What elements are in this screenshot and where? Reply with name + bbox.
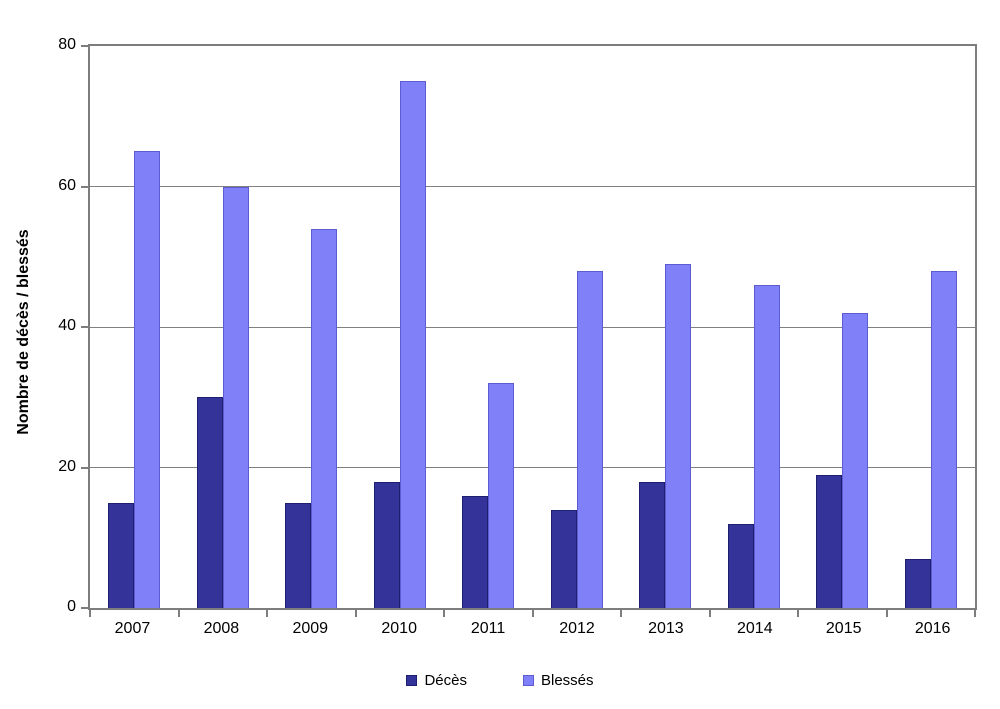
gridline bbox=[90, 326, 975, 328]
bar-deces-2015 bbox=[816, 474, 843, 608]
x-axis-tick-label: 2011 bbox=[470, 620, 506, 637]
bars-container bbox=[90, 46, 975, 608]
x-axis-tick-mark bbox=[708, 610, 711, 617]
bar-deces-2008 bbox=[196, 397, 223, 608]
y-axis-tick-mark bbox=[81, 45, 88, 47]
bar-deces-2014 bbox=[727, 523, 754, 608]
x-axis-tick-label: 2012 bbox=[559, 620, 595, 637]
bar-blesses-2007 bbox=[134, 151, 161, 608]
bar-blesses-2009 bbox=[311, 228, 338, 608]
bar-deces-2016 bbox=[904, 558, 931, 608]
x-axis-tick-mark bbox=[266, 610, 268, 617]
y-axis-tick-mark bbox=[81, 185, 88, 188]
x-axis-tick-label: 2016 bbox=[914, 620, 951, 637]
bar-blesses-2011 bbox=[488, 383, 515, 608]
x-axis-tick-mark bbox=[443, 610, 445, 617]
x-axis-tick-mark bbox=[620, 610, 622, 617]
x-axis-tick-mark bbox=[177, 610, 180, 617]
bar-blesses-2014 bbox=[753, 284, 780, 608]
legend-item-blesses: Blessés bbox=[523, 672, 594, 689]
y-axis-tick-mark bbox=[81, 607, 88, 609]
bar-deces-2007 bbox=[108, 502, 135, 608]
x-axis-tick-label: 2013 bbox=[648, 620, 684, 637]
category-group-2007 bbox=[90, 46, 179, 608]
y-axis-tick-label: 60 bbox=[58, 176, 76, 194]
bar-blesses-2010 bbox=[399, 81, 426, 608]
x-axis-tick-mark bbox=[89, 610, 91, 617]
category-group-2012 bbox=[533, 46, 622, 608]
category-group-2011 bbox=[444, 46, 533, 608]
category-group-2015 bbox=[798, 46, 887, 608]
category-group-2013 bbox=[621, 46, 710, 608]
legend-swatch-icon bbox=[406, 675, 418, 686]
x-axis-labels: 2007 2008 2009 2010 2011 2012 2013 2014 2015 2016 bbox=[88, 620, 977, 638]
x-axis-tick-label: 2008 bbox=[203, 620, 240, 637]
category-group-2010 bbox=[356, 46, 445, 608]
bar-deces-2010 bbox=[373, 481, 400, 608]
bar-blesses-2015 bbox=[842, 312, 869, 608]
x-axis-tick-mark bbox=[531, 610, 534, 617]
x-axis-tick-mark bbox=[885, 610, 888, 617]
bar-blesses-2008 bbox=[222, 186, 249, 608]
category-group-2016 bbox=[887, 46, 976, 608]
y-axis-tick-mark bbox=[81, 466, 88, 469]
x-axis-tick-label: 2015 bbox=[825, 620, 862, 637]
gridline bbox=[90, 186, 975, 187]
category-group-2008 bbox=[179, 46, 268, 608]
x-axis-tick-mark bbox=[974, 610, 976, 617]
bar-deces-2009 bbox=[285, 502, 312, 608]
x-axis-tick-label: 2009 bbox=[292, 620, 329, 637]
x-axis-tick-label: 2014 bbox=[737, 620, 773, 637]
bar-deces-2013 bbox=[639, 481, 666, 608]
bar-blesses-2013 bbox=[665, 263, 692, 608]
legend-label: Blessés bbox=[541, 672, 594, 689]
bar-deces-2011 bbox=[462, 495, 489, 608]
category-group-2009 bbox=[267, 46, 356, 608]
legend: Décès Blessés bbox=[0, 672, 1000, 689]
legend-swatch-icon bbox=[523, 675, 534, 686]
plot-area bbox=[81, 44, 977, 617]
bar-blesses-2012 bbox=[576, 270, 603, 608]
legend-item-deces: Décès bbox=[406, 672, 467, 689]
x-axis-tick-label: 2007 bbox=[114, 620, 151, 637]
legend-label: Décès bbox=[424, 672, 467, 689]
y-axis-tick-label: 80 bbox=[58, 36, 76, 53]
x-axis-tick-mark bbox=[797, 610, 799, 617]
y-axis-tick-label: 0 bbox=[67, 598, 76, 615]
y-axis-tick-mark bbox=[81, 326, 88, 328]
y-axis-tick-label: 40 bbox=[58, 317, 76, 334]
y-axis-tick-label: 20 bbox=[58, 457, 76, 475]
bar-deces-2012 bbox=[550, 509, 577, 608]
x-axis-tick-label: 2010 bbox=[381, 620, 417, 637]
category-group-2014 bbox=[710, 46, 799, 608]
gridline bbox=[90, 467, 975, 468]
x-axis-tick-mark bbox=[354, 610, 357, 617]
bar-blesses-2016 bbox=[930, 270, 957, 608]
